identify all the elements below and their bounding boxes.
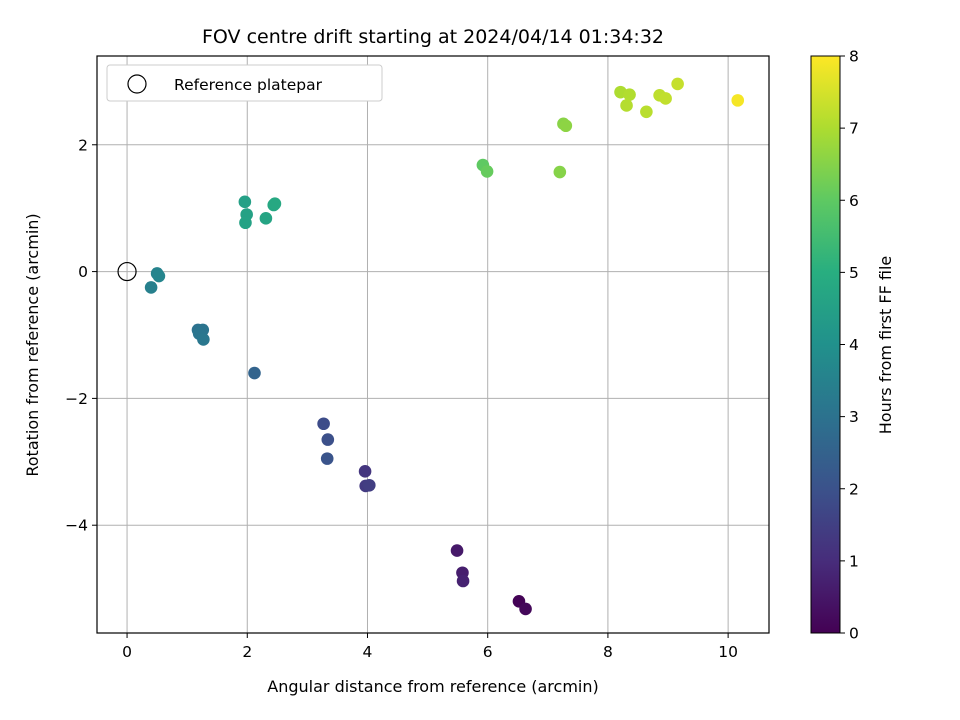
colorbar-tick-label: 6 xyxy=(849,192,859,210)
colorbar-ticks: 0 1 2 3 4 5 6 7 8 xyxy=(840,48,859,643)
y-tick-label: −4 xyxy=(65,517,88,535)
data-point xyxy=(450,544,464,557)
x-tick-label: 0 xyxy=(122,643,132,661)
plot-frame xyxy=(96,55,770,634)
data-point xyxy=(620,99,633,112)
reference-platepar-marker xyxy=(117,261,137,282)
legend-box xyxy=(106,64,383,102)
data-point xyxy=(659,92,672,105)
colorbar-tick-label: 5 xyxy=(849,264,859,282)
legend-entry-reference: Reference platepar xyxy=(174,76,323,94)
data-point xyxy=(623,88,636,101)
colorbar-tick-label: 1 xyxy=(849,552,859,570)
x-axis-label: Angular distance from reference (arcmin) xyxy=(267,677,598,696)
colorbar: 0 1 2 3 4 5 6 7 8 Hours from first FF file xyxy=(810,48,895,643)
data-point xyxy=(480,165,494,178)
y-axis-ticks: −4 −2 0 2 xyxy=(65,136,97,535)
data-point xyxy=(553,165,567,179)
legend-marker-reference xyxy=(127,74,147,94)
data-point xyxy=(317,417,330,431)
colorbar-label: Hours from first FF file xyxy=(876,256,895,435)
x-axis-ticks: 0 2 4 6 8 10 xyxy=(122,633,738,661)
colorbar-gradient xyxy=(810,55,841,634)
x-tick-label: 6 xyxy=(483,643,493,661)
data-point xyxy=(358,465,372,478)
legend: Reference platepar xyxy=(106,64,383,102)
y-tick-label: 0 xyxy=(78,263,88,281)
colorbar-tick-label: 7 xyxy=(849,120,859,138)
x-tick-label: 8 xyxy=(603,643,613,661)
y-axis-label: Rotation from reference (arcmin) xyxy=(23,213,42,476)
data-point xyxy=(731,94,745,107)
data-point xyxy=(640,105,653,119)
x-tick-label: 4 xyxy=(363,643,373,661)
data-point xyxy=(152,269,166,283)
data-point xyxy=(362,478,376,492)
data-point xyxy=(559,119,573,133)
colorbar-tick-label: 8 xyxy=(849,48,859,66)
colorbar-tick-label: 4 xyxy=(849,336,859,354)
y-tick-label: 2 xyxy=(78,136,88,154)
data-point xyxy=(238,195,252,209)
data-point xyxy=(197,333,210,346)
data-point xyxy=(248,366,261,380)
colorbar-tick-label: 0 xyxy=(849,625,859,643)
data-point xyxy=(259,212,273,225)
data-point xyxy=(268,197,282,211)
data-point xyxy=(321,433,335,446)
data-points xyxy=(117,77,745,616)
y-tick-label: −2 xyxy=(65,390,88,408)
colorbar-tick-label: 3 xyxy=(849,408,859,426)
data-point xyxy=(239,216,252,230)
gridlines xyxy=(97,56,769,633)
colorbar-tick-label: 2 xyxy=(849,480,859,498)
chart-title: FOV centre drift starting at 2024/04/14 … xyxy=(202,26,664,48)
x-tick-label: 2 xyxy=(242,643,252,661)
data-point xyxy=(144,281,158,294)
data-point xyxy=(671,77,684,91)
data-point xyxy=(519,602,532,616)
x-tick-label: 10 xyxy=(718,643,738,661)
data-point xyxy=(456,574,470,588)
data-point xyxy=(320,452,334,465)
